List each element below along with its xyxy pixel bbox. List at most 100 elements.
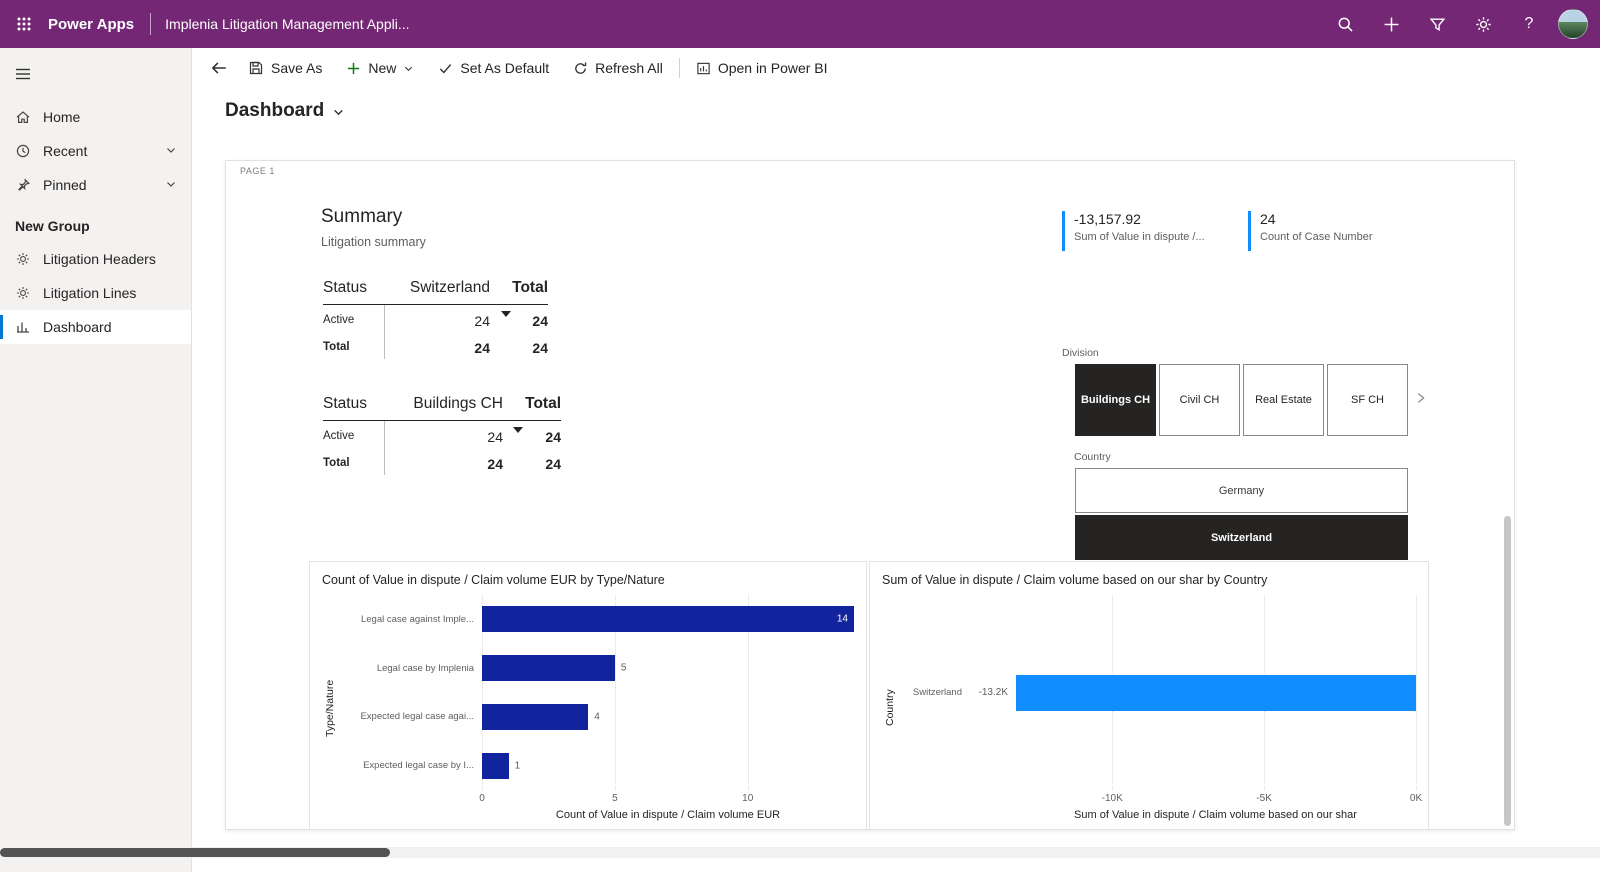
table-icon [15,285,31,301]
brand-logo[interactable]: Power Apps [48,15,135,33]
plot-area: Legal case against Imple... 14 Legal case … [338,595,854,790]
kpi-count-case-number: 24 Count of Case Number [1248,211,1373,251]
dashboard-icon [15,319,31,335]
kpi-value: 24 [1260,211,1276,227]
chevron-down-icon[interactable] [165,177,177,193]
kpi-label: Count of Case Number [1260,231,1373,243]
hamburger-icon[interactable] [0,54,191,94]
refresh-all-label: Refresh All [595,60,663,76]
chevron-down-icon[interactable] [165,143,177,159]
bar[interactable]: 14 [482,606,854,633]
x-tick-label: 5 [612,793,618,804]
matrix-row-label: Total [323,332,385,359]
summary-subtitle: Litigation summary [321,235,426,249]
avatar[interactable] [1558,9,1588,39]
chevron-right-icon[interactable] [1414,391,1428,410]
sidebar-item-litigation-lines[interactable]: Litigation Lines [0,276,191,310]
kpi-accent-bar [1248,211,1251,251]
add-icon[interactable] [1368,0,1414,48]
kpi-accent-bar [1062,211,1065,251]
chart-title: Count of Value in dispute / Claim volume… [322,573,665,587]
bar-row: Legal case by Implenia 5 [338,644,854,693]
matrix-cell: 24 [487,429,503,445]
matrix-cell: 24 [474,340,490,356]
pin-icon [15,177,31,193]
country-slicer: Country Germany Switzerland [1074,451,1408,560]
category-label: Legal case against Imple... [360,613,474,625]
sort-indicator [513,427,523,433]
bar[interactable] [1016,674,1416,711]
horizontal-scrollbar-track [0,847,1600,858]
matrix-col-header[interactable]: Switzerland [385,279,490,305]
vertical-scrollbar[interactable] [1504,516,1511,826]
sidebar-item-recent[interactable]: Recent [0,134,191,168]
bar-value-label: 4 [594,711,600,723]
x-axis-title: Sum of Value in dispute / Claim volume b… [1074,809,1357,821]
matrix-cell: 24 [545,456,561,472]
bar[interactable] [482,752,509,779]
category-label: Switzerland [912,687,962,698]
bar-chart-type-nature: Count of Value in dispute / Claim volume… [309,561,867,830]
horizontal-scrollbar[interactable] [0,848,390,857]
bar[interactable] [482,703,589,730]
topbar-separator [150,13,152,35]
slicer-title: Country [1074,451,1111,463]
search-icon[interactable] [1322,0,1368,48]
matrix-col-header[interactable]: Buildings CH [385,395,503,421]
help-icon[interactable]: ? [1524,15,1534,32]
division-option-buildings-ch[interactable]: Buildings CH [1075,364,1156,436]
kpi-sum-value-in-dispute: -13,157.92 Sum of Value in dispute /... [1062,211,1205,251]
sidebar-item-pinned[interactable]: Pinned [0,168,191,202]
division-slicer: Division Buildings CH Civil CH Real Estate… [1062,347,1408,436]
save-as-button[interactable]: Save As [236,52,334,84]
bar-row: Expected legal case agai... 4 [338,693,854,742]
sidebar-item-label: Recent [43,143,88,159]
country-option-germany[interactable]: Germany [1075,468,1408,513]
matrix-corner-header[interactable]: Status [323,279,385,305]
kpi-label: Sum of Value in dispute /... [1074,231,1205,243]
chevron-down-icon[interactable] [332,106,345,119]
matrix-col-header[interactable]: Total [503,395,561,421]
topbar: Power Apps Implenia Litigation Managemen… [0,0,1600,48]
chevron-down-icon [403,63,414,74]
division-option-sf-ch[interactable]: SF CH [1327,364,1408,436]
matrix-corner-header[interactable]: Status [323,395,385,421]
category-label: Expected legal case by I... [363,760,474,772]
division-option-real-estate[interactable]: Real Estate [1243,364,1324,436]
waffle-icon[interactable] [0,0,48,48]
sort-indicator [501,311,511,317]
slicer-title: Division [1062,347,1099,359]
bar-value-label: 1 [514,760,521,772]
save-icon [248,60,264,76]
bar-value-label: -13.2K [978,687,1008,698]
sidebar-item-dashboard[interactable]: Dashboard [0,310,191,344]
app-title: Implenia Litigation Management Appli... [165,16,410,32]
plus-icon [346,61,361,76]
sidebar-item-label: Litigation Lines [43,285,137,301]
settings-gear-icon[interactable] [1460,0,1506,48]
gridline [1416,595,1417,790]
page-title: Dashboard [225,100,325,121]
division-option-civil-ch[interactable]: Civil CH [1159,364,1240,436]
new-button[interactable]: New [334,52,426,84]
matrix-col-header[interactable]: Total [490,279,548,305]
power-bi-report-canvas: PAGE 1 Summary Litigation summary -13,15… [225,160,1515,830]
back-arrow-icon[interactable] [202,52,236,84]
sidebar-item-label: Home [43,109,81,125]
filter-icon[interactable] [1414,0,1460,48]
matrix-cell: 24 [474,313,490,329]
open-in-power-bi-button[interactable]: Open in Power BI [684,52,840,84]
bar-chart-country: Sum of Value in dispute / Claim volume b… [869,561,1429,830]
clock-icon [15,143,31,159]
gridline [614,595,616,790]
x-tick-label: 0K [1409,793,1423,804]
bar-value-label: 14 [836,613,848,625]
plot-area: Switzerland -13.2K [898,595,1417,790]
set-as-default-button[interactable]: Set As Default [426,52,561,84]
country-option-switzerland[interactable]: Switzerland [1075,515,1408,560]
bar[interactable] [482,655,615,682]
report-page-label: PAGE 1 [240,166,275,176]
refresh-all-button[interactable]: Refresh All [561,52,675,84]
sidebar-item-home[interactable]: Home [0,100,191,134]
sidebar-item-litigation-headers[interactable]: Litigation Headers [0,242,191,276]
